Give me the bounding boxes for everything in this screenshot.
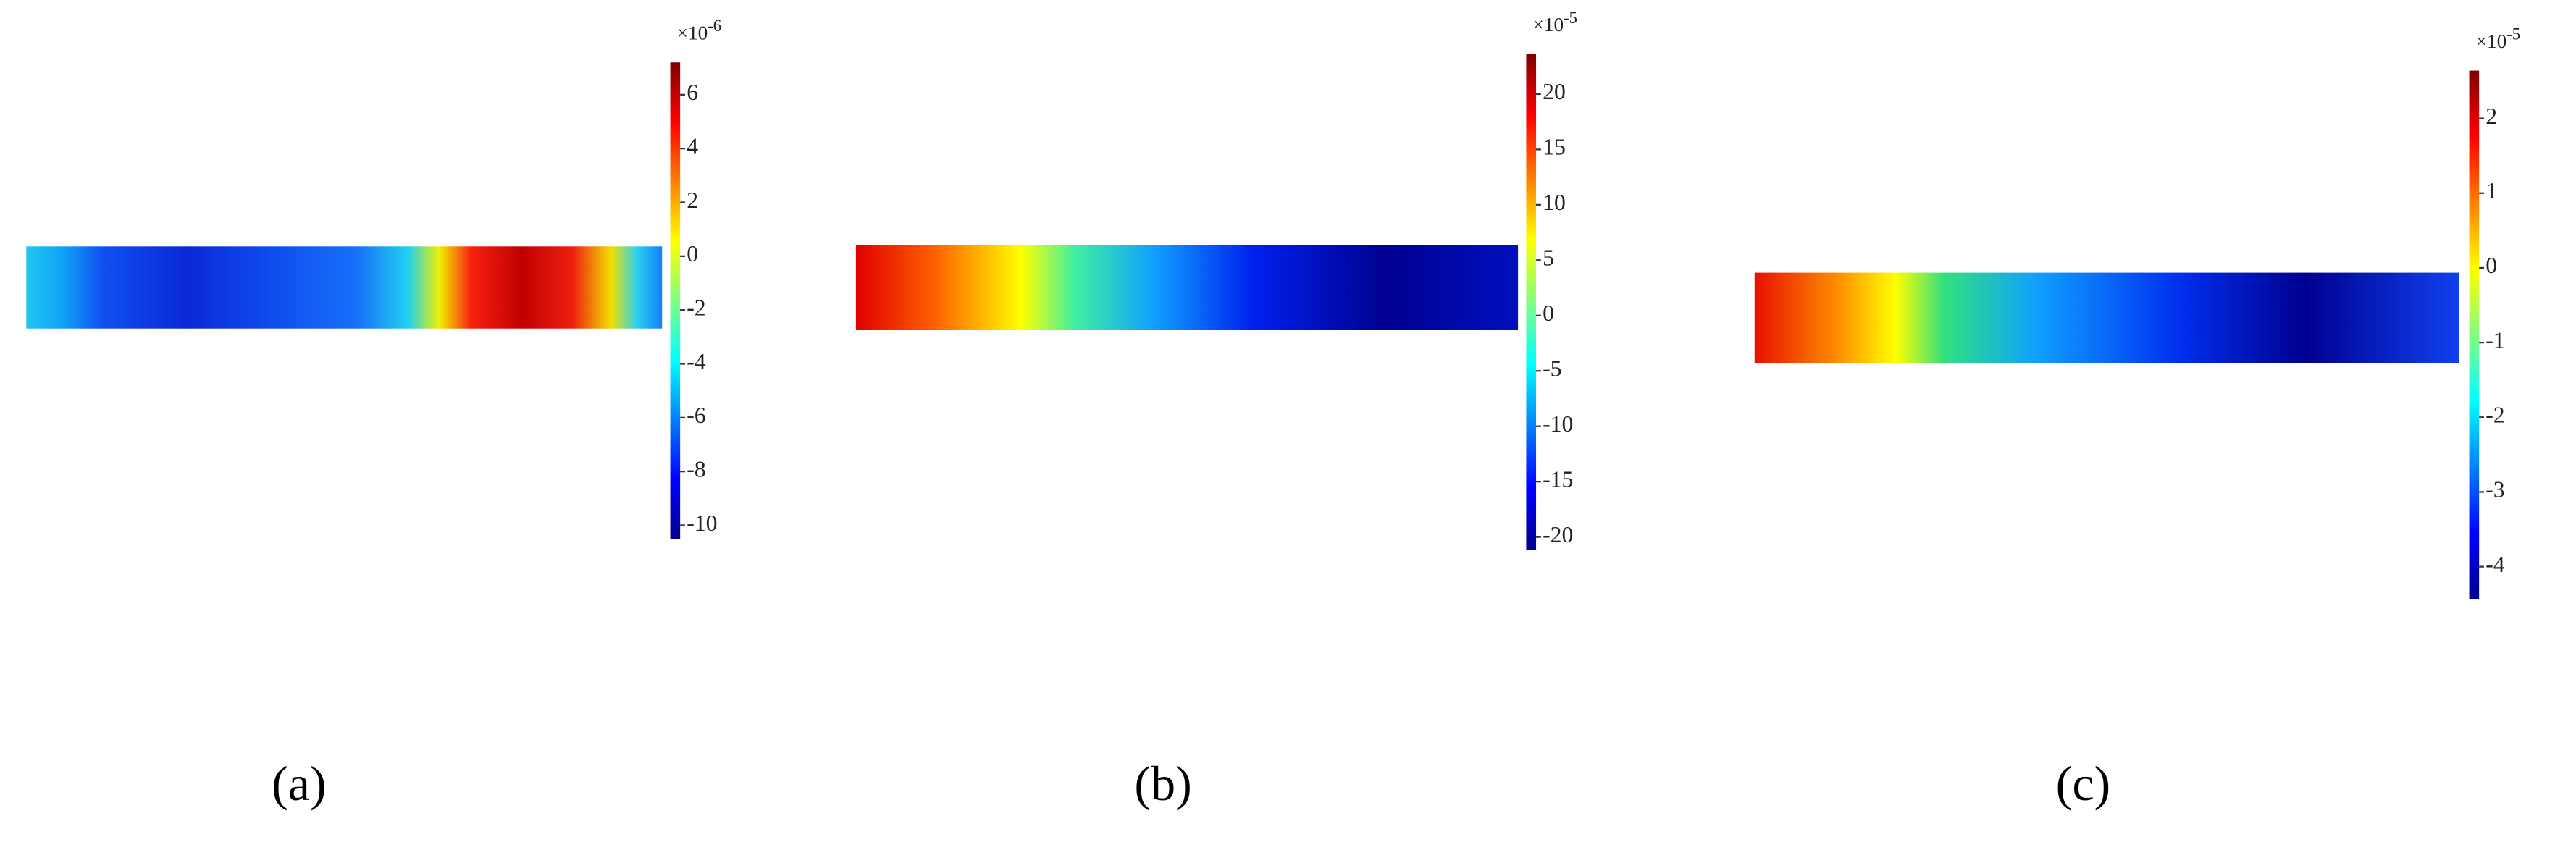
panel-label: (a) [272, 756, 327, 811]
field-map [26, 246, 663, 329]
colorbar [670, 62, 681, 539]
colorbar-tick-label: -20 [1543, 522, 1573, 547]
panel-label: (b) [1134, 756, 1191, 811]
colorbar-tick-label: -6 [687, 403, 705, 428]
colorbar-tick-label: -15 [1543, 466, 1573, 492]
colorbar-tick-label: 6 [687, 80, 698, 105]
colorbar-tick-label: 2 [2485, 104, 2497, 129]
colorbar-scale: ×10-6 [677, 17, 721, 43]
colorbar-tick-label: 1 [2485, 178, 2497, 203]
colorbar-tick-label: -4 [687, 349, 706, 374]
colorbar-tick-label: 20 [1543, 79, 1566, 104]
colorbar-scale: ×10-5 [2476, 25, 2520, 51]
colorbar-tick-label: 0 [1543, 300, 1554, 326]
scale-exponent: -5 [2506, 25, 2520, 43]
scale-base: ×10 [1533, 14, 1564, 35]
scale-base: ×10 [677, 22, 708, 43]
colorbar-tick-label: -1 [2485, 327, 2504, 353]
colorbar [2469, 70, 2480, 600]
field-map [855, 245, 1519, 330]
colorbar [1526, 54, 1537, 550]
colorbar-tick-label: 10 [1543, 190, 1566, 215]
scale-exponent: -6 [708, 17, 721, 35]
scale-exponent: -5 [1564, 9, 1577, 27]
colorbar-tick-label: -4 [2485, 552, 2505, 577]
colorbar-tick-label: -3 [2485, 477, 2504, 502]
colorbar-tick-label: 15 [1543, 135, 1566, 160]
colorbar-tick-label: 0 [687, 241, 698, 266]
colorbar-tick-label: 2 [687, 188, 698, 213]
colorbar-tick-label: -2 [687, 295, 705, 320]
colorbar-tick-label: -10 [1543, 411, 1573, 437]
colorbar-tick-label: 0 [2485, 253, 2497, 278]
colorbar-tick-label: -5 [1543, 356, 1561, 382]
field-map [1754, 272, 2459, 363]
colorbar-tick-label: 5 [1543, 245, 1554, 271]
panel-label: (c) [2056, 756, 2111, 811]
colorbar-tick-label: -8 [687, 456, 705, 481]
colorbar-tick-label: -10 [687, 510, 717, 536]
colorbar-tick-label: 4 [687, 133, 698, 159]
colorbar-scale: ×10-5 [1533, 9, 1577, 35]
scale-base: ×10 [2476, 30, 2507, 52]
colorbar-tick-label: -2 [2485, 403, 2504, 428]
